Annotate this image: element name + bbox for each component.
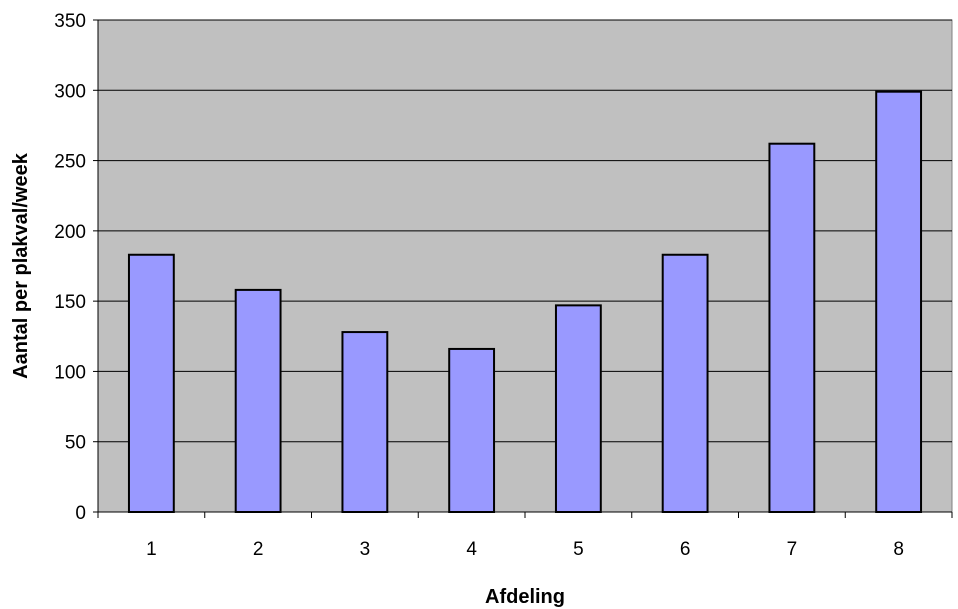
bar-6 bbox=[661, 253, 709, 514]
x-tick-labels: 1 2 3 4 5 6 7 8 bbox=[146, 539, 904, 560]
bar-2 bbox=[234, 288, 282, 514]
y-tick-label: 150 bbox=[54, 292, 86, 313]
bar-1 bbox=[127, 253, 175, 514]
y-tick-label: 300 bbox=[54, 81, 86, 102]
bar-3 bbox=[341, 331, 389, 513]
x-tick-label: 7 bbox=[787, 539, 798, 560]
axes bbox=[93, 19, 953, 518]
x-tick-label: 2 bbox=[253, 539, 264, 560]
x-tick-label: 1 bbox=[146, 539, 157, 560]
bars bbox=[127, 90, 923, 514]
x-axis-title: Afdeling bbox=[485, 586, 565, 608]
bar-4 bbox=[448, 347, 496, 513]
y-tick-label: 0 bbox=[75, 503, 86, 524]
x-tick-label: 3 bbox=[360, 539, 371, 560]
y-tick-label: 200 bbox=[54, 222, 86, 243]
x-tick-label: 6 bbox=[680, 539, 691, 560]
x-tick-label: 5 bbox=[573, 539, 584, 560]
y-tick-label: 250 bbox=[54, 152, 86, 173]
y-tick-labels: 0 50 100 150 200 250 300 350 bbox=[54, 11, 86, 524]
bar-7 bbox=[768, 142, 816, 513]
y-tick-label: 50 bbox=[65, 433, 86, 454]
plot-area bbox=[97, 19, 953, 513]
y-tick-label: 350 bbox=[54, 11, 86, 32]
y-tick-label: 100 bbox=[54, 362, 86, 383]
y-axis-title: Aantal per plakval/week bbox=[10, 152, 32, 379]
bar-8 bbox=[875, 90, 923, 513]
x-tick-label: 8 bbox=[893, 539, 904, 560]
bar-5 bbox=[554, 304, 602, 513]
x-tick-label: 4 bbox=[466, 539, 477, 560]
